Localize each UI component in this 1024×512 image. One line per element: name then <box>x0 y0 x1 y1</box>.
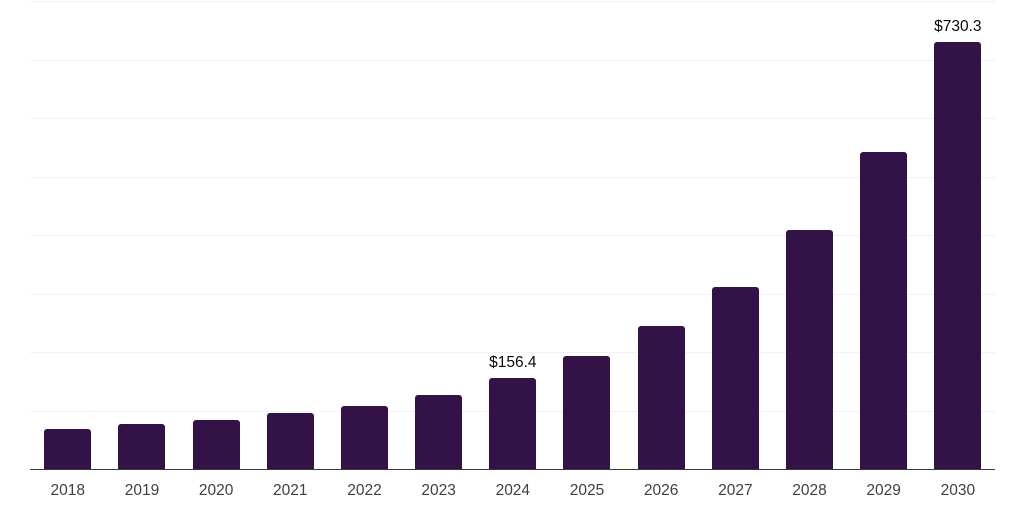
bar-2022 <box>340 406 388 469</box>
x-axis-line <box>30 468 995 470</box>
bar-2029 <box>860 151 908 469</box>
x-axis-label-2018: 2018 <box>50 482 86 499</box>
bar-2021 <box>266 413 314 469</box>
x-axis-label-2030: 2030 <box>940 482 976 499</box>
x-axis-label-2028: 2028 <box>792 482 827 499</box>
x-axis: 2018 2019 2020 2021 2022 2023 2024 2025 2026 2027… <box>30 483 995 503</box>
plot-area: $156.4 $730.3 <box>30 1 995 470</box>
bar-2024 <box>489 377 537 469</box>
gridline <box>30 176 995 178</box>
gridline <box>30 352 995 353</box>
bar-2019 <box>118 423 166 469</box>
bar-2023 <box>415 395 463 469</box>
data-label-2030: $730.3 <box>934 18 982 36</box>
x-axis-label-2026: 2026 <box>643 482 679 499</box>
bar-2026 <box>637 326 685 469</box>
bar-2020 <box>192 419 240 469</box>
x-axis-label-2023: 2023 <box>421 482 456 499</box>
x-axis-label-2022: 2022 <box>347 482 382 499</box>
data-label-2024: $156.4 <box>489 354 537 372</box>
bar-2025 <box>563 356 611 469</box>
bar-2028 <box>786 229 833 469</box>
bar-2030 <box>934 41 982 469</box>
x-axis-label-2021: 2021 <box>273 482 308 499</box>
bar-2027 <box>711 287 759 469</box>
gridline <box>30 1 995 2</box>
x-axis-label-2024: 2024 <box>495 482 531 499</box>
gridline <box>30 293 995 295</box>
x-axis-label-2027: 2027 <box>718 482 753 499</box>
gridline <box>30 59 995 61</box>
x-axis-label-2029: 2029 <box>866 482 901 499</box>
bar-2018 <box>44 429 92 469</box>
x-axis-label-2020: 2020 <box>198 482 234 499</box>
x-axis-label-2019: 2019 <box>124 482 160 499</box>
gridline <box>30 118 995 119</box>
x-axis-label-2025: 2025 <box>569 482 605 499</box>
gridline <box>30 235 995 236</box>
